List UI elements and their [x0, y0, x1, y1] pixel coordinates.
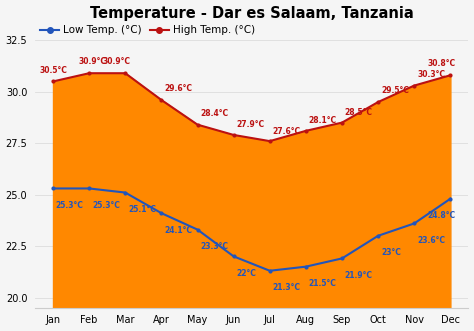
Text: 25.1°C: 25.1°C — [128, 205, 156, 214]
Text: 23.6°C: 23.6°C — [417, 236, 445, 245]
Text: 30.9°C: 30.9°C — [103, 57, 131, 66]
Text: 24.1°C: 24.1°C — [164, 226, 192, 235]
Text: 22°C: 22°C — [237, 269, 256, 278]
Text: 21.9°C: 21.9°C — [345, 271, 373, 280]
Text: 23°C: 23°C — [381, 248, 401, 257]
Legend: Low Temp. (°C), High Temp. (°C): Low Temp. (°C), High Temp. (°C) — [40, 25, 255, 35]
Text: 25.3°C: 25.3°C — [92, 201, 120, 210]
Text: 30.8°C: 30.8°C — [428, 59, 456, 68]
Text: 23.3°C: 23.3°C — [201, 242, 228, 251]
Text: 28.4°C: 28.4°C — [201, 109, 228, 118]
Text: 21.3°C: 21.3°C — [273, 283, 301, 292]
Text: 28.1°C: 28.1°C — [309, 116, 337, 125]
Text: 27.9°C: 27.9°C — [237, 120, 264, 129]
Text: 28.5°C: 28.5°C — [345, 108, 373, 117]
Text: 24.8°C: 24.8°C — [428, 211, 456, 220]
Text: 30.5°C: 30.5°C — [39, 66, 67, 74]
Text: 29.5°C: 29.5°C — [381, 86, 409, 95]
Text: 21.5°C: 21.5°C — [309, 279, 337, 288]
Text: 30.3°C: 30.3°C — [417, 70, 445, 79]
Text: 29.6°C: 29.6°C — [164, 84, 192, 93]
Text: 25.3°C: 25.3°C — [56, 201, 83, 210]
Title: Temperature - Dar es Salaam, Tanzania: Temperature - Dar es Salaam, Tanzania — [90, 6, 414, 21]
Text: 30.9°C: 30.9°C — [78, 57, 106, 66]
Text: 27.6°C: 27.6°C — [273, 126, 301, 136]
